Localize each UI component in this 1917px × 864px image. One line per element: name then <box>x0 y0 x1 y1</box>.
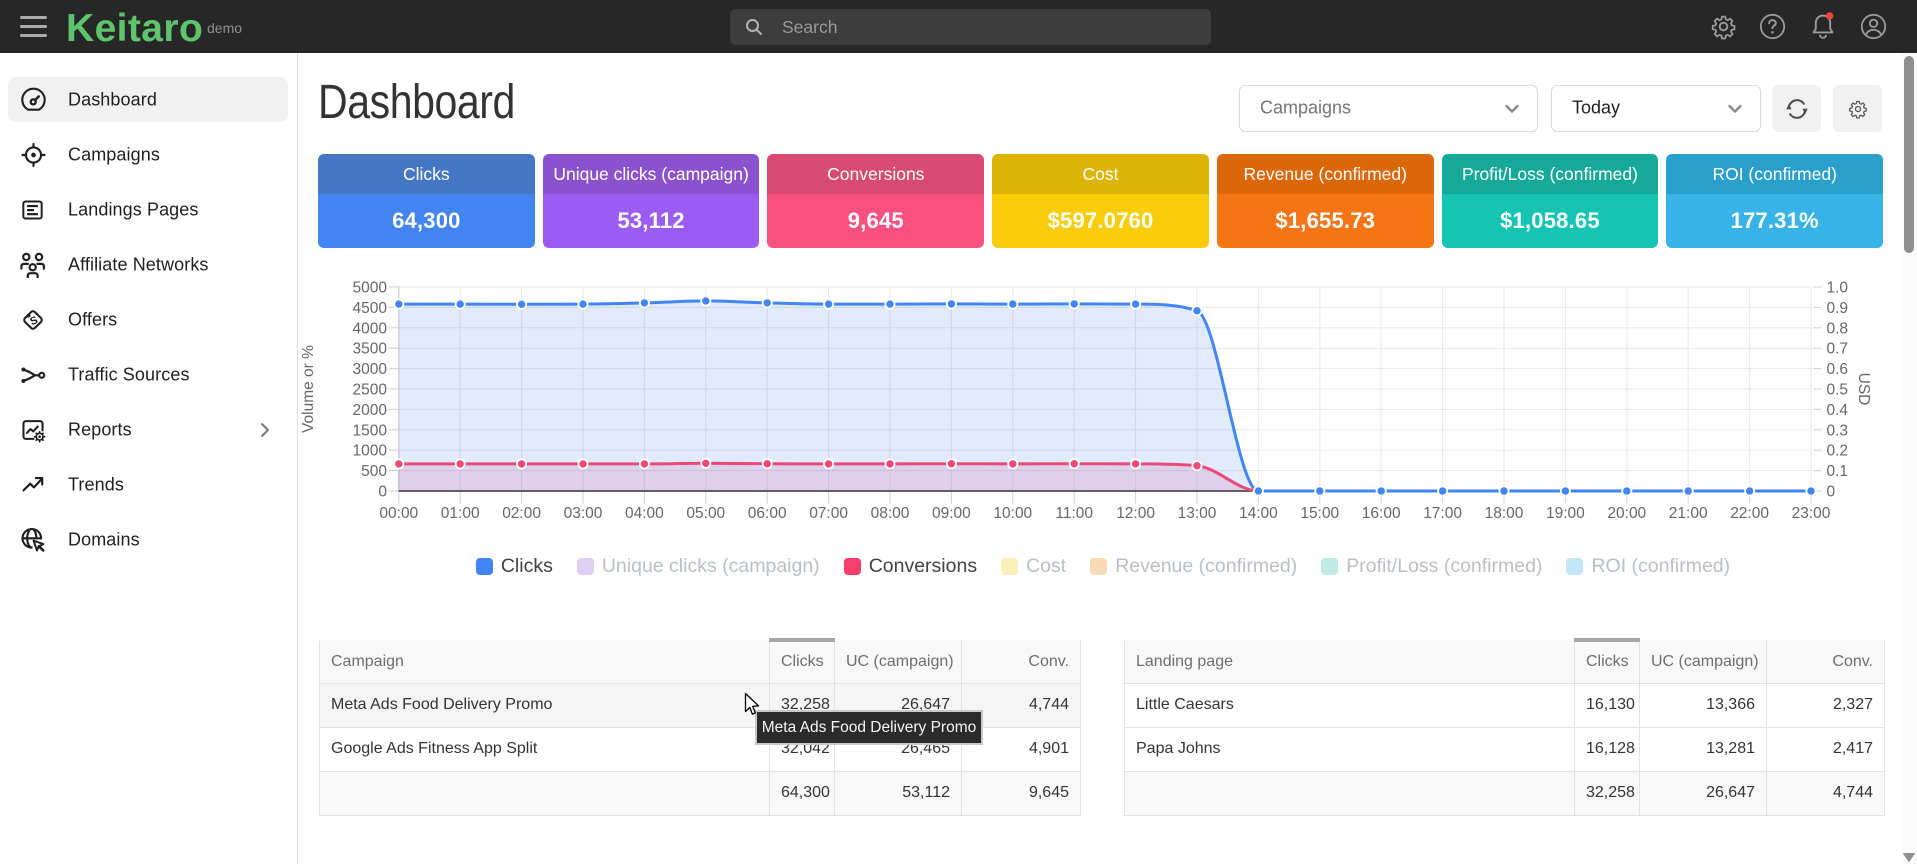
svg-text:0.8: 0.8 <box>1827 320 1849 337</box>
svg-text:2500: 2500 <box>353 382 388 399</box>
svg-text:05:00: 05:00 <box>686 505 725 522</box>
svg-text:S: S <box>28 314 39 328</box>
svg-text:17:00: 17:00 <box>1423 505 1462 522</box>
svg-text:07:00: 07:00 <box>809 505 848 522</box>
svg-text:01:00: 01:00 <box>441 505 480 522</box>
svg-text:14:00: 14:00 <box>1239 505 1278 522</box>
svg-text:04:00: 04:00 <box>625 505 664 522</box>
svg-text:11:00: 11:00 <box>1055 505 1093 522</box>
svg-text:0.3: 0.3 <box>1827 422 1849 439</box>
svg-text:21:00: 21:00 <box>1669 505 1708 522</box>
svg-text:0.9: 0.9 <box>1827 300 1849 317</box>
svg-text:19:00: 19:00 <box>1546 505 1585 522</box>
svg-text:0.2: 0.2 <box>1827 443 1849 460</box>
svg-text:16:00: 16:00 <box>1362 505 1401 522</box>
svg-text:0: 0 <box>1827 484 1836 501</box>
svg-text:5000: 5000 <box>353 280 388 297</box>
svg-text:08:00: 08:00 <box>871 505 910 522</box>
svg-text:15:00: 15:00 <box>1300 505 1339 522</box>
svg-text:2000: 2000 <box>353 402 388 419</box>
svg-text:22:00: 22:00 <box>1730 505 1769 522</box>
svg-text:1.0: 1.0 <box>1827 280 1849 297</box>
svg-text:0: 0 <box>378 484 387 501</box>
svg-text:03:00: 03:00 <box>564 505 603 522</box>
svg-text:13:00: 13:00 <box>1178 505 1217 522</box>
svg-text:18:00: 18:00 <box>1485 505 1524 522</box>
svg-text:0.4: 0.4 <box>1827 402 1849 419</box>
svg-text:09:00: 09:00 <box>932 505 971 522</box>
svg-text:3500: 3500 <box>353 341 388 358</box>
svg-text:10:00: 10:00 <box>993 505 1032 522</box>
svg-text:0.5: 0.5 <box>1827 382 1849 399</box>
svg-text:0.7: 0.7 <box>1827 341 1849 358</box>
svg-text:0.6: 0.6 <box>1827 361 1849 378</box>
svg-text:500: 500 <box>361 463 387 480</box>
svg-text:02:00: 02:00 <box>502 505 541 522</box>
svg-text:12:00: 12:00 <box>1116 505 1155 522</box>
svg-text:0.1: 0.1 <box>1827 463 1849 480</box>
svg-text:4000: 4000 <box>353 320 388 337</box>
svg-text:00:00: 00:00 <box>379 505 418 522</box>
svg-text:06:00: 06:00 <box>748 505 787 522</box>
svg-text:USD: USD <box>1855 373 1872 406</box>
svg-text:3000: 3000 <box>353 361 388 378</box>
svg-text:1000: 1000 <box>353 443 388 460</box>
svg-text:Volume or %: Volume or % <box>300 345 317 433</box>
svg-text:23:00: 23:00 <box>1792 505 1831 522</box>
svg-text:1500: 1500 <box>353 422 388 439</box>
svg-text:4500: 4500 <box>353 300 388 317</box>
svg-text:20:00: 20:00 <box>1607 505 1646 522</box>
